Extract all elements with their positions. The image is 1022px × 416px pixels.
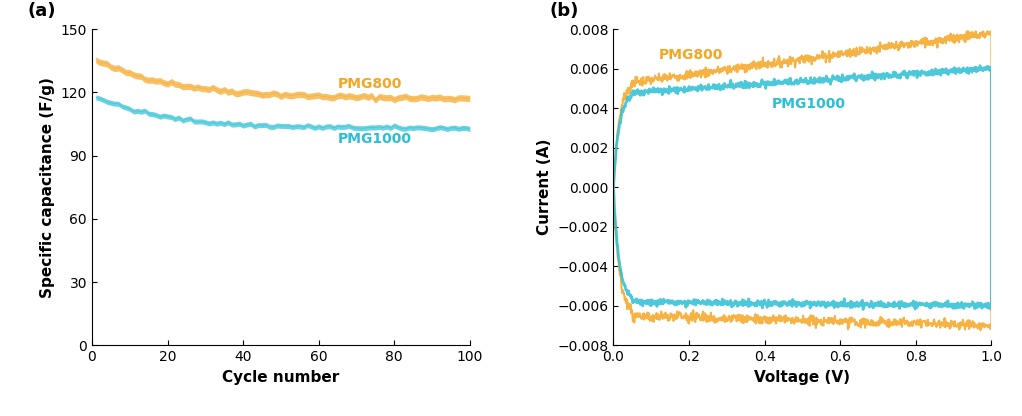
Y-axis label: Current (A): Current (A) xyxy=(537,139,552,235)
X-axis label: Voltage (V): Voltage (V) xyxy=(754,370,850,385)
Text: PMG800: PMG800 xyxy=(337,77,402,91)
Text: PMG1000: PMG1000 xyxy=(337,132,412,146)
Text: (b): (b) xyxy=(549,2,578,20)
Text: PMG800: PMG800 xyxy=(659,48,724,62)
Text: PMG1000: PMG1000 xyxy=(773,97,846,111)
Y-axis label: Specific capacitance (F/g): Specific capacitance (F/g) xyxy=(40,77,55,297)
Text: (a): (a) xyxy=(28,2,56,20)
X-axis label: Cycle number: Cycle number xyxy=(223,370,339,385)
